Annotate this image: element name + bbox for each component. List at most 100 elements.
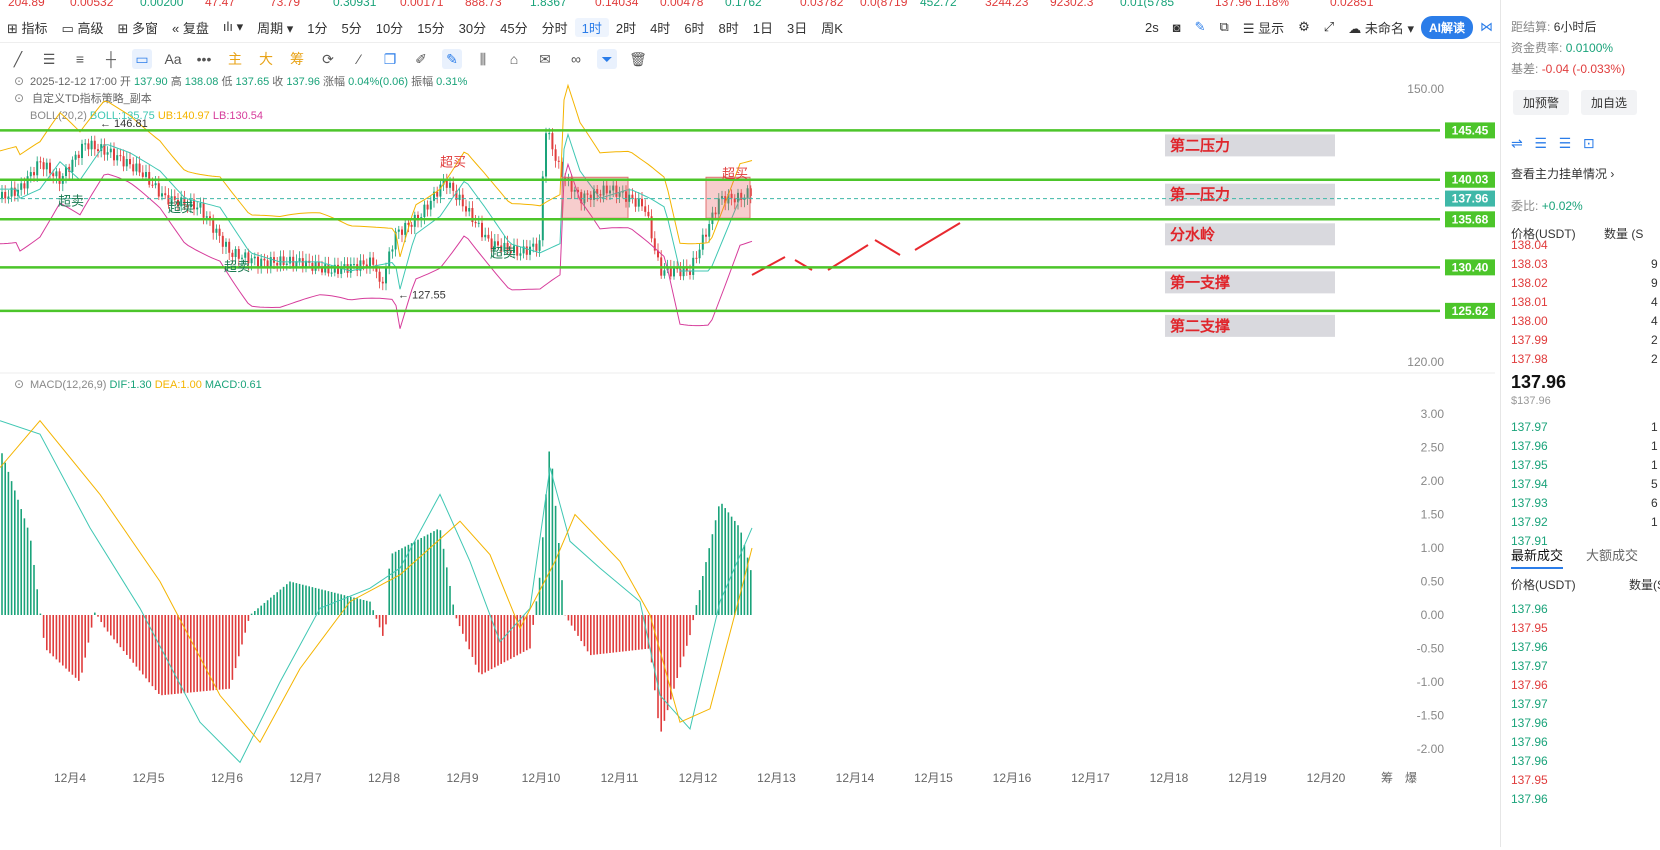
period-1时[interactable]: 1时: [574, 17, 609, 37]
candles-icon[interactable]: ⫼: [479, 50, 487, 67]
period-5分[interactable]: 5分: [341, 20, 362, 36]
link-icon[interactable]: ∞: [571, 51, 581, 67]
fullscreen-icon[interactable]: ⤢: [1323, 19, 1335, 34]
period-15分[interactable]: 15分: [417, 20, 445, 36]
candle-body: [45, 162, 48, 170]
ruler-icon[interactable]: ✐: [415, 50, 427, 67]
orderbook-view-toggles[interactable]: ⇌ ☰ ☰ ⊡: [1511, 135, 1595, 151]
period-45分[interactable]: 45分: [500, 20, 528, 36]
rectangle-icon[interactable]: ▭: [132, 49, 152, 69]
period-30分[interactable]: 30分: [458, 20, 487, 36]
ai-interpret-button[interactable]: AI解读: [1420, 15, 1473, 39]
ticker-value[interactable]: 0.14034: [595, 0, 639, 8]
multi-window-button[interactable]: ⊞ 多窗: [117, 20, 158, 36]
ticker-value[interactable]: 3244.23: [985, 0, 1029, 8]
orderbook-price[interactable]: 138.00: [1511, 314, 1548, 328]
macd-axis-label: -2.00: [1417, 742, 1445, 756]
candle-body: [138, 163, 141, 173]
ticker-value[interactable]: 0.03782: [800, 0, 844, 8]
copy-icon[interactable]: ❐: [383, 50, 397, 67]
ticker-value[interactable]: 0.01(5785: [1120, 0, 1175, 8]
orderbook-price[interactable]: 137.92: [1511, 515, 1548, 529]
workspace-dropdown[interactable]: ☁ 未命名 ▾: [1348, 20, 1414, 36]
ticker-value[interactable]: 1.8367: [530, 0, 567, 8]
ticker-value[interactable]: 0.00171: [400, 0, 444, 8]
eraser-line-icon[interactable]: ⁄: [357, 51, 361, 67]
add-alert-button[interactable]: 加预警: [1513, 90, 1570, 115]
orderbook-price[interactable]: 138.03: [1511, 257, 1548, 271]
ticker-value[interactable]: 73.79: [270, 0, 301, 8]
ticker-value[interactable]: 47.47: [205, 0, 236, 8]
trash-icon[interactable]: 🗑: [629, 50, 647, 67]
indicator-button[interactable]: ⊞ 指标: [7, 20, 48, 36]
tab-large-trades[interactable]: 大额成交: [1586, 548, 1639, 563]
chart-type-button[interactable]: ılı ▾: [222, 19, 244, 34]
period-1分[interactable]: 1分: [307, 20, 328, 36]
ticker-value[interactable]: 0.00200: [140, 0, 184, 8]
orderbook-price[interactable]: 137.97: [1511, 420, 1548, 434]
big-icon[interactable]: 大: [259, 51, 273, 67]
period-4时[interactable]: 4时: [650, 20, 671, 36]
ticker-value[interactable]: 0.0(8719: [860, 0, 908, 8]
orderbook-price[interactable]: 137.95: [1511, 458, 1548, 472]
settings-gear-icon[interactable]: ⚙: [1298, 19, 1310, 34]
layout-icon[interactable]: ⧉: [1219, 19, 1229, 34]
chip-icon[interactable]: 筹: [290, 51, 304, 67]
refresh-interval[interactable]: 2s: [1145, 19, 1159, 35]
main-chart-icon[interactable]: 主: [228, 51, 242, 67]
fib-icon[interactable]: ≡: [75, 51, 85, 67]
replay-button[interactable]: « 复盘: [171, 20, 209, 36]
period-8时[interactable]: 8时: [718, 20, 739, 36]
horizontal-line-icon[interactable]: ┼: [106, 51, 116, 67]
display-button[interactable]: ☰ 显示: [1242, 20, 1285, 36]
advanced-button[interactable]: ▭ 高级: [61, 20, 104, 36]
period-1日[interactable]: 1日: [752, 20, 774, 36]
period-6时[interactable]: 6时: [684, 20, 705, 36]
orderbook-price[interactable]: 138.02: [1511, 276, 1548, 290]
ticker-value[interactable]: 452.72: [920, 0, 957, 8]
camera-icon[interactable]: ◙: [1172, 19, 1181, 35]
add-watchlist-button[interactable]: 加自选: [1581, 90, 1638, 115]
candle-body: [295, 261, 298, 267]
share-icon[interactable]: ⋈: [1480, 19, 1493, 34]
trend-line-icon[interactable]: ╱: [13, 50, 23, 67]
period-dropdown[interactable]: 周期 ▾: [257, 20, 294, 36]
period-分时[interactable]: 分时: [541, 20, 568, 36]
ticker-value[interactable]: 137.96 1.18%: [1215, 0, 1290, 8]
kline-chart-svg[interactable]: ⊙ 2025-12-12 17:00 开 137.90 高 138.08 低 13…: [0, 74, 1495, 847]
orderbook-price[interactable]: 137.91: [1511, 534, 1548, 548]
lock-icon[interactable]: ⌂: [509, 51, 519, 67]
ticker-value[interactable]: 888.73: [465, 0, 502, 8]
orderbook-price[interactable]: 137.96: [1511, 439, 1548, 453]
orderbook-qty: 2: [1651, 352, 1658, 366]
period-周K[interactable]: 周K: [821, 20, 843, 36]
orderbook-price[interactable]: 137.94: [1511, 477, 1548, 491]
orderbook-price[interactable]: 138.04: [1511, 238, 1548, 252]
magnet-icon[interactable]: ⟳: [322, 50, 334, 67]
ticker-value[interactable]: 0.30931: [333, 0, 377, 8]
orderbook-price[interactable]: 137.99: [1511, 333, 1548, 347]
parallel-lines-icon[interactable]: ☰: [42, 50, 56, 67]
period-3日[interactable]: 3日: [787, 20, 808, 36]
note-icon[interactable]: ✉: [539, 50, 551, 67]
period-2时[interactable]: 2时: [615, 20, 637, 36]
ticker-value[interactable]: 0.02851: [1330, 0, 1374, 8]
ticker-value[interactable]: 0.1762: [725, 0, 762, 8]
orderbook-price[interactable]: 138.01: [1511, 295, 1548, 309]
brush-icon[interactable]: ✎: [442, 49, 462, 69]
more-tools-icon[interactable]: •••: [196, 51, 212, 67]
pencil-icon[interactable]: ✎: [1194, 19, 1206, 34]
view-main-orders-link[interactable]: 查看主力挂单情况 ›: [1511, 167, 1615, 181]
ticker-value[interactable]: 92302.3: [1050, 0, 1094, 8]
tab-latest-trades[interactable]: 最新成交: [1511, 545, 1564, 569]
filter-icon[interactable]: ⏷: [597, 49, 617, 69]
ticker-value[interactable]: 204.89: [8, 0, 45, 8]
chart-area[interactable]: ⊙ 2025-12-12 17:00 开 137.90 高 138.08 低 13…: [0, 74, 1495, 847]
period-10分[interactable]: 10分: [375, 20, 404, 36]
ticker-value[interactable]: 0.00478: [660, 0, 704, 8]
text-icon[interactable]: Aa: [164, 51, 182, 67]
orderbook-price[interactable]: 137.98: [1511, 352, 1548, 366]
orderbook-price[interactable]: 137.93: [1511, 496, 1548, 510]
ticker-value[interactable]: 0.00532: [70, 0, 114, 8]
trade-row: 137.97: [1511, 659, 1548, 673]
